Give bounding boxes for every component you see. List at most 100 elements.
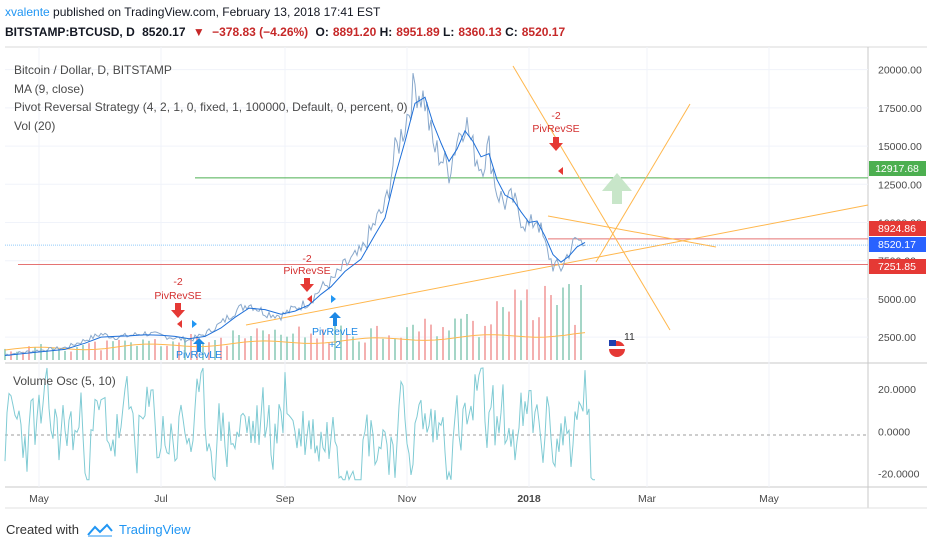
- volume-bar: [178, 342, 180, 360]
- volume-bar: [274, 329, 276, 360]
- signal-long-1-label: PivRevLE: [176, 349, 222, 361]
- footer-brand-link[interactable]: TradingView: [118, 522, 191, 537]
- volume-bar: [370, 328, 372, 360]
- down-arrow-icon: ▼: [192, 25, 205, 39]
- volume-bar: [490, 324, 492, 360]
- volume-bar: [550, 295, 552, 360]
- osc-tick-label: 20.0000: [878, 384, 916, 396]
- volume-bar: [130, 342, 132, 360]
- osc-legend[interactable]: Volume Osc (5, 10): [13, 374, 116, 388]
- volume-bar: [430, 324, 432, 360]
- events-count: 11: [624, 331, 635, 343]
- short-flag-icon: [558, 167, 563, 175]
- short-arrow-icon: [300, 278, 314, 292]
- signal-short-1-label: PivRevSE: [154, 290, 201, 302]
- signal-short-2[interactable]: -2 PivRevSE: [283, 253, 331, 303]
- volume-bar: [238, 335, 240, 360]
- volume-bars: [4, 284, 586, 360]
- green-level-tag-bg: [869, 161, 926, 176]
- legend-ma[interactable]: MA (9, close): [14, 81, 85, 96]
- volume-bar: [484, 325, 486, 360]
- trend-line-support[interactable]: [245, 204, 869, 326]
- trend-lines: [245, 65, 869, 331]
- short-flag-icon: [177, 320, 182, 328]
- flag-stripe: [609, 346, 625, 349]
- publish-info: published on TradingView.com, February 1…: [53, 5, 381, 19]
- volume-bar: [226, 345, 228, 360]
- volume-bar: [364, 342, 366, 360]
- volume-bar: [310, 333, 312, 360]
- volume-bar: [214, 339, 216, 360]
- signal-short-2-qty: -2: [302, 253, 311, 265]
- volume-bar: [142, 339, 144, 360]
- current-price-tag: 8520.17: [869, 237, 926, 252]
- time-axis[interactable]: May Jul Sep Nov 2018 Mar May: [29, 493, 780, 505]
- time-tick-label: May: [759, 493, 780, 505]
- volume-bar: [112, 341, 114, 360]
- volume-bar: [382, 338, 384, 360]
- volume-bar: [496, 301, 498, 360]
- events-badge[interactable]: 11: [609, 331, 635, 357]
- signal-short-3[interactable]: -2 PivRevSE: [532, 110, 580, 175]
- author-link[interactable]: xvalente: [5, 5, 50, 19]
- time-tick-label: Jul: [154, 493, 167, 505]
- red-upper-tag: 8924.86: [869, 221, 926, 236]
- long-arrow-icon: [329, 312, 341, 326]
- volume-bar: [466, 314, 468, 360]
- volume-bar: [280, 334, 282, 360]
- green-level-tag: 12917.68: [869, 161, 926, 176]
- legend-volume[interactable]: Vol (20): [14, 118, 56, 133]
- volume-bar: [232, 330, 234, 360]
- volume-bar: [538, 317, 540, 360]
- signal-short-1[interactable]: -2 PivRevSE: [154, 276, 202, 328]
- volume-bar: [502, 307, 504, 360]
- signal-short-3-label: PivRevSE: [532, 123, 579, 135]
- volume-bar: [250, 336, 252, 360]
- time-tick-label: May: [29, 493, 50, 505]
- volume-bar: [406, 327, 408, 360]
- volume-bar: [328, 343, 330, 360]
- volume-bar: [520, 300, 522, 360]
- volume-bar: [106, 340, 108, 360]
- trend-line-steep[interactable]: [595, 103, 691, 263]
- signal-long-2[interactable]: PivRevLE +2: [312, 295, 358, 351]
- high-value: 8951.89: [396, 25, 440, 39]
- short-flag-icon: [307, 295, 312, 303]
- signal-long-1[interactable]: PivRevLE: [176, 320, 222, 361]
- low-label: L:: [443, 25, 455, 39]
- volume-ma-line: [4, 332, 586, 351]
- price-axis[interactable]: 20000.0017500.0015000.0012500.0010000.00…: [878, 65, 922, 344]
- volume-bar: [514, 289, 516, 360]
- indicator-legend: Bitcoin / Dollar, D, BITSTAMP MA (9, clo…: [14, 61, 408, 135]
- volume-bar: [184, 338, 186, 360]
- volume-bar: [100, 350, 102, 360]
- red-lower-tag: 7251.85: [869, 259, 926, 274]
- volume-bar: [388, 335, 390, 360]
- trend-line-flat[interactable]: [547, 215, 717, 248]
- signal-short-1-qty: -2: [173, 276, 182, 288]
- volume-bar: [160, 346, 162, 360]
- volume-bar: [346, 334, 348, 360]
- up-arrow-icon[interactable]: [602, 173, 632, 204]
- volume-bar: [292, 333, 294, 360]
- osc-axis: 20.0000 0.0000 -20.0000: [878, 384, 920, 480]
- volume-bar: [532, 320, 534, 360]
- legend-symbol[interactable]: Bitcoin / Dollar, D, BITSTAMP: [14, 63, 172, 77]
- symbol-name: BITSTAMP:BTCUSD, D: [5, 25, 135, 39]
- volume-bar: [148, 340, 150, 360]
- volume-bar: [442, 327, 444, 360]
- volume-bar: [268, 334, 270, 360]
- volume-bar: [64, 350, 66, 360]
- volume-bar: [46, 349, 48, 360]
- red-upper-value: 8924.86: [878, 223, 916, 235]
- trend-line-resistance[interactable]: [512, 65, 671, 331]
- close-label: C:: [505, 25, 518, 39]
- legend-strategy[interactable]: Pivot Reversal Strategy (4, 2, 1, 0, fix…: [14, 100, 408, 114]
- volume-bar: [70, 351, 72, 360]
- price-tick-label: 20000.00: [878, 65, 922, 77]
- short-arrow-icon: [171, 303, 185, 318]
- publish-header: xvalente published on TradingView.com, F…: [5, 5, 380, 19]
- current-price-tag-bg: [869, 237, 926, 252]
- volume-bar: [16, 351, 18, 360]
